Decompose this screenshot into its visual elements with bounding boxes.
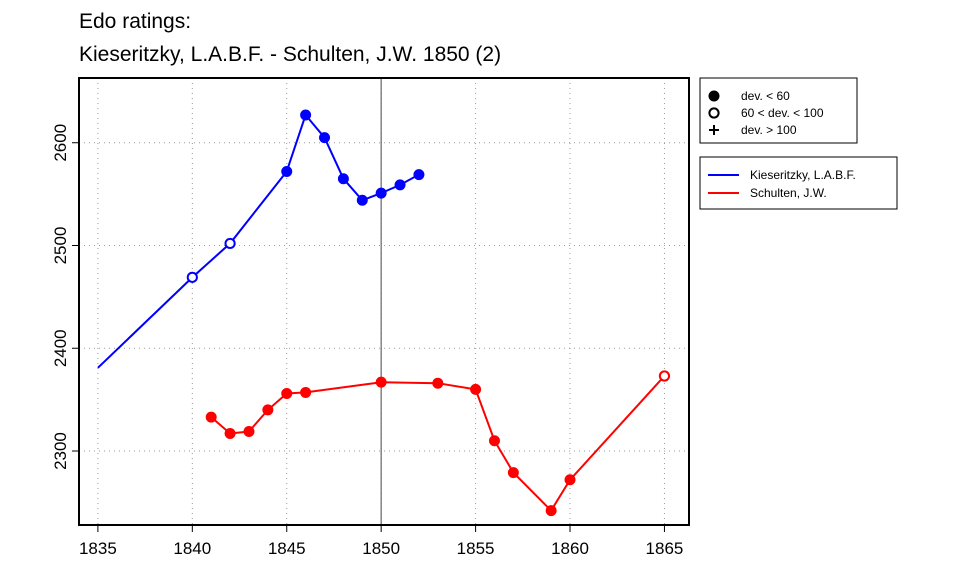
data-point-1	[281, 387, 293, 399]
grid-layer	[79, 78, 689, 525]
series-legend-label: Kieseritzky, L.A.B.F.	[750, 168, 856, 182]
data-point-1	[224, 428, 236, 440]
x-tick-label: 1835	[79, 539, 117, 558]
series-line-1	[210, 375, 666, 513]
chart-title-line-1: Edo ratings:	[79, 10, 191, 33]
marker-legend-label: dev. > 100	[741, 123, 797, 137]
x-tick-label: 1845	[268, 539, 306, 558]
marker-legend: dev. < 60 60 < dev. < 100 dev. > 100	[699, 77, 858, 144]
data-point-0	[337, 173, 349, 185]
series-layer	[97, 109, 671, 517]
data-point-0	[375, 187, 387, 199]
data-point-1	[375, 376, 387, 388]
marker-legend-symbol	[709, 125, 719, 135]
data-point-1	[262, 404, 274, 416]
y-tick-label: 2600	[51, 124, 70, 162]
data-point-1	[545, 505, 557, 517]
data-point-1	[243, 425, 255, 437]
marker-legend-label: dev. < 60	[741, 89, 790, 103]
data-point-0	[224, 237, 236, 250]
axis-layer: 1835 1840 1845 1850 1855 1860 1865 2300 2400 2500…	[51, 124, 683, 558]
data-point-0	[356, 194, 368, 206]
data-point-1	[488, 435, 500, 447]
data-point-1	[507, 467, 519, 479]
series-legend: Kieseritzky, L.A.B.F. Schulten, J.W.	[699, 156, 898, 210]
series-line-0	[97, 112, 420, 369]
marker-legend-box	[699, 77, 858, 144]
x-tick-label: 1855	[457, 539, 495, 558]
data-point-1	[205, 411, 217, 423]
data-point-1	[564, 474, 576, 486]
x-tick-label: 1850	[362, 539, 400, 558]
chart-title-line-2: Kieseritzky, L.A.B.F. - Schulten, J.W. 1…	[79, 43, 501, 66]
data-point-0	[186, 271, 198, 283]
y-tick-label: 2400	[51, 329, 70, 367]
marker-legend-label: 60 < dev. < 100	[741, 106, 824, 120]
plot-frame	[78, 77, 690, 526]
data-point-0	[300, 109, 312, 121]
x-tick-label: 1840	[173, 539, 211, 558]
series-legend-box	[699, 156, 898, 210]
x-tick-label: 1860	[551, 539, 589, 558]
data-point-1	[658, 370, 671, 382]
data-point-0	[394, 179, 406, 191]
y-tick-label: 2500	[51, 227, 70, 265]
data-point-1	[470, 383, 482, 395]
data-point-1	[300, 386, 312, 398]
data-point-0	[281, 166, 293, 178]
marker-legend-symbol	[708, 107, 720, 119]
series-legend-label: Schulten, J.W.	[750, 186, 827, 200]
data-point-0	[319, 132, 331, 144]
marker-legend-symbol	[708, 90, 720, 102]
x-tick-label: 1865	[646, 539, 684, 558]
data-point-0	[413, 169, 425, 181]
data-point-1	[432, 377, 444, 389]
y-tick-label: 2300	[51, 432, 70, 470]
